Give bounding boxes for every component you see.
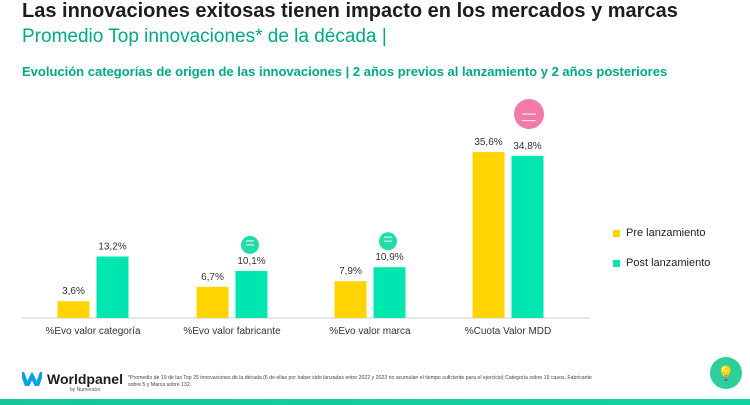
chart-title: Evolución categorías de origen de las in…	[22, 64, 668, 79]
legend-label: Pre lanzamiento	[626, 227, 706, 239]
legend-swatch-pre	[613, 229, 620, 237]
bar-pre	[57, 301, 90, 318]
page-title: Las innovaciones exitosas tienen impacto…	[22, 0, 678, 22]
bar-post	[511, 155, 544, 318]
data-label: 7,9%	[339, 266, 362, 277]
category-label: %Evo valor categoría	[45, 326, 140, 337]
bar-post	[373, 267, 406, 318]
data-label: 34,8%	[513, 141, 541, 152]
bar-pre	[472, 152, 505, 318]
data-label: 35,6%	[474, 137, 502, 148]
bottom-stripe	[0, 399, 750, 405]
logo-w-icon	[22, 372, 42, 386]
legend-swatch-post	[613, 259, 620, 267]
data-label: 13,2%	[98, 241, 126, 252]
page-subtitle: Promedio Top innovaciones* de la década …	[22, 26, 387, 47]
bar-post	[96, 256, 129, 318]
logo-text: Worldpanel	[47, 371, 123, 387]
bar-chart: 3,6% 13,2% %Evo valor categoría 6,7% 10,1% %E…	[22, 99, 590, 337]
category-label: %Evo valor fabricante	[183, 326, 281, 337]
lightbulb-icon: 💡	[710, 357, 742, 389]
data-label: 10,9%	[375, 252, 403, 263]
data-label: 3,6%	[62, 286, 85, 297]
legend-pre: Pre lanzamiento	[613, 227, 706, 239]
footnote: *Promedio de 19 de las Top 25 innovacion…	[128, 375, 592, 389]
bar-pre	[334, 281, 367, 318]
worldpanel-logo: Worldpanel	[22, 371, 123, 387]
bar-post	[235, 270, 268, 318]
category-label: %Evo valor marca	[329, 326, 411, 337]
data-label: 6,7%	[201, 272, 224, 283]
category-label: %Cuota Valor MDD	[465, 326, 552, 337]
legend-post: Post lanzamiento	[613, 257, 710, 269]
bar-pre	[196, 286, 229, 318]
logo-subtext: by Numerator	[70, 387, 101, 393]
legend-label: Post lanzamiento	[626, 257, 711, 269]
data-label: 10,1%	[237, 256, 265, 267]
